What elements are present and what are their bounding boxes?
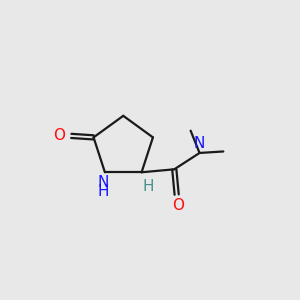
Text: O: O xyxy=(172,197,184,212)
Text: H: H xyxy=(98,184,109,199)
Text: O: O xyxy=(53,128,65,143)
Text: N: N xyxy=(98,175,109,190)
Text: N: N xyxy=(194,136,205,151)
Text: H: H xyxy=(142,179,154,194)
